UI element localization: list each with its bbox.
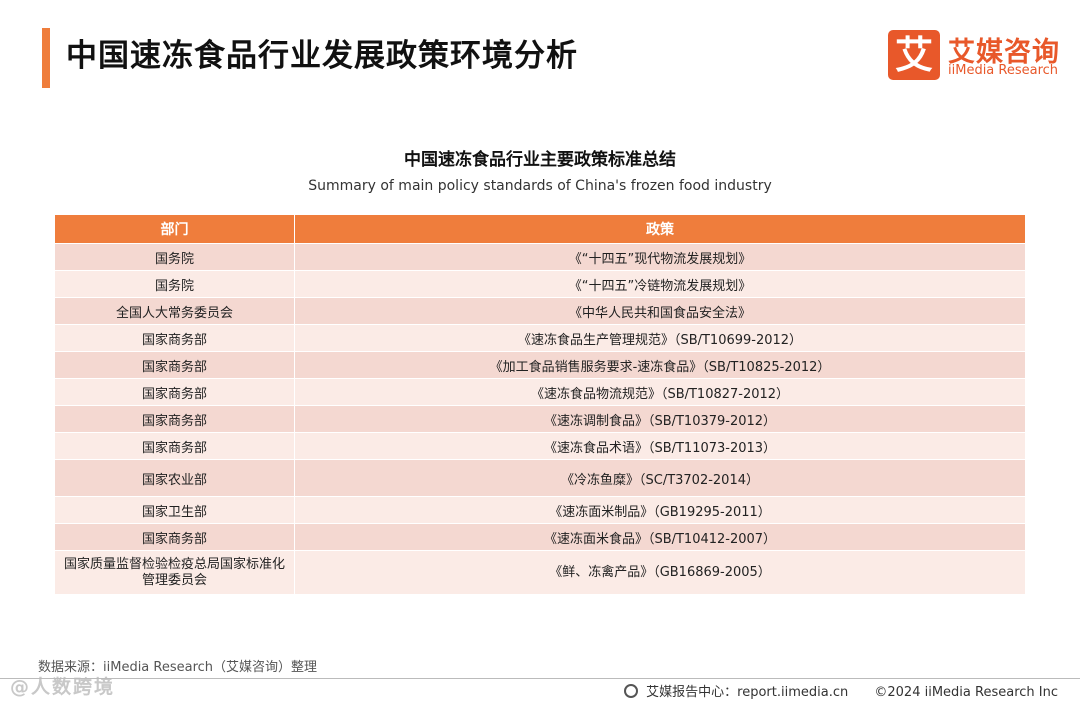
department-cell: 国家商务部 (54, 324, 295, 352)
table-row: 国家商务部 《速冻食品物流规范》（SB/T10827-2012） (54, 378, 1026, 406)
brand-logo: 艾 艾媒咨询 iiMedia Research (888, 30, 1060, 82)
policy-cell: 《速冻调制食品》（SB/T10379-2012） (294, 405, 1026, 433)
policy-cell: 《中华人民共和国食品安全法》 (294, 297, 1026, 325)
department-cell: 全国人大常务委员会 (54, 297, 295, 325)
department-cell: 国务院 (54, 243, 295, 271)
table-row: 国家卫生部 《速冻面米制品》（GB19295-2011） (54, 496, 1026, 524)
table-row: 国务院 《“十四五”冷链物流发展规划》 (54, 270, 1026, 298)
table-row: 国家商务部 《速冻调制食品》（SB/T10379-2012） (54, 405, 1026, 433)
page-title: 中国速冻食品行业发展政策环境分析 (66, 38, 578, 74)
department-cell: 国家卫生部 (54, 496, 295, 524)
department-cell: 国家商务部 (54, 378, 295, 406)
footer-divider (0, 678, 1080, 679)
globe-icon (624, 684, 639, 698)
department-cell: 国家商务部 (54, 523, 295, 551)
column-header-policy: 政策 (294, 214, 1026, 244)
department-cell: 国家商务部 (54, 351, 295, 379)
table-header-row: 部门 政策 (54, 214, 1026, 244)
table-row: 国家农业部 《冷冻鱼糜》（SC/T3702-2014） (54, 459, 1026, 497)
policy-cell: 《速冻食品物流规范》（SB/T10827-2012） (294, 378, 1026, 406)
table-subtitle: Summary of main policy standards of Chin… (308, 178, 772, 194)
table-row: 国家商务部 《速冻面米食品》（SB/T10412-2007） (54, 523, 1026, 551)
watermark: @人数跨境 (10, 676, 116, 698)
policy-cell: 《加工食品销售服务要求-速冻食品》（SB/T10825-2012） (294, 351, 1026, 379)
department-cell: 国家商务部 (54, 405, 295, 433)
logo-mark-icon: 艾 (888, 30, 940, 80)
department-cell: 国家商务部 (54, 432, 295, 460)
policy-cell: 《速冻面米食品》（SB/T10412-2007） (294, 523, 1026, 551)
copyright: ©2024 iiMedia Research Inc (874, 685, 1058, 700)
table-row: 国务院 《“十四五”现代物流发展规划》 (54, 243, 1026, 271)
table-row: 国家质量监督检验检疫总局国家标准化管理委员会 《鲜、冻禽产品》（GB16869-… (54, 550, 1026, 595)
logo-english-name: iiMedia Research (948, 63, 1059, 78)
table-title: 中国速冻食品行业主要政策标准总结 (404, 150, 676, 170)
policy-cell: 《“十四五”冷链物流发展规划》 (294, 270, 1026, 298)
data-source-note: 数据来源：iiMedia Research（艾媒咨询）整理 (38, 660, 318, 675)
logo-chinese-name: 艾媒咨询 (948, 37, 1060, 68)
policy-cell: 《速冻食品术语》（SB/T11073-2013） (294, 432, 1026, 460)
policy-table: 部门 政策 国务院 《“十四五”现代物流发展规划》 国务院 《“十四五”冷链物流… (54, 214, 1026, 595)
table-row: 国家商务部 《速冻食品术语》（SB/T11073-2013） (54, 432, 1026, 460)
policy-cell: 《冷冻鱼糜》（SC/T3702-2014） (294, 459, 1026, 497)
policy-cell: 《鲜、冻禽产品》（GB16869-2005） (294, 550, 1026, 595)
policy-cell: 《“十四五”现代物流发展规划》 (294, 243, 1026, 271)
table-row: 国家商务部 《加工食品销售服务要求-速冻食品》（SB/T10825-2012） (54, 351, 1026, 379)
department-cell: 国家农业部 (54, 459, 295, 497)
policy-cell: 《速冻面米制品》（GB19295-2011） (294, 496, 1026, 524)
table-row: 全国人大常务委员会 《中华人民共和国食品安全法》 (54, 297, 1026, 325)
department-cell: 国务院 (54, 270, 295, 298)
title-accent-bar (42, 28, 50, 88)
column-header-department: 部门 (54, 214, 295, 244)
policy-cell: 《速冻食品生产管理规范》（SB/T10699-2012） (294, 324, 1026, 352)
footer: 艾媒报告中心：report.iimedia.cn ©2024 iiMedia R… (624, 681, 1058, 700)
department-cell: 国家质量监督检验检疫总局国家标准化管理委员会 (54, 550, 295, 595)
report-center-link[interactable]: 艾媒报告中心：report.iimedia.cn (646, 685, 849, 700)
table-row: 国家商务部 《速冻食品生产管理规范》（SB/T10699-2012） (54, 324, 1026, 352)
